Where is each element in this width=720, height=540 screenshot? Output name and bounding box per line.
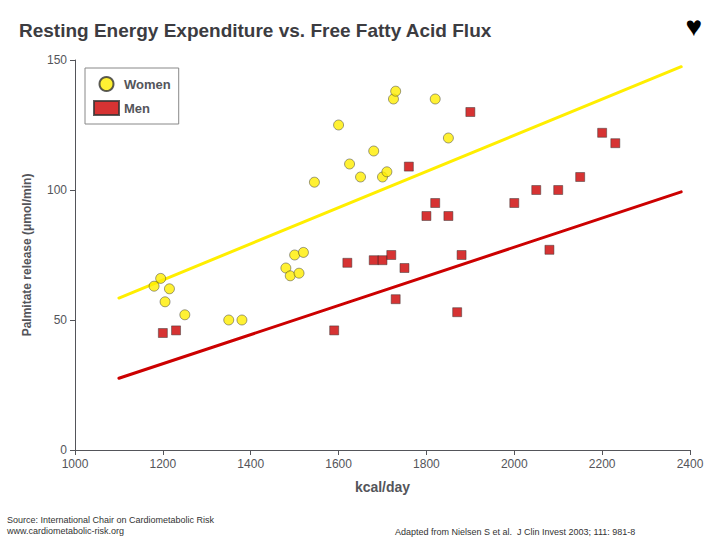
svg-text:Source: International Chair on: Source: International Chair on Cardiomet… [7, 515, 215, 525]
svg-text:1800: 1800 [413, 457, 440, 471]
svg-text:www.cardiometabolic-risk.org: www.cardiometabolic-risk.org [6, 526, 124, 536]
svg-text:Men: Men [124, 101, 150, 116]
svg-text:Adapted from Nielsen S et al.: Adapted from Nielsen S et al. J Clin Inv… [395, 527, 635, 537]
svg-text:2400: 2400 [677, 457, 704, 471]
svg-text:Palmitate release (μmol/min): Palmitate release (μmol/min) [20, 174, 34, 337]
svg-text:0: 0 [60, 443, 67, 457]
svg-text:100: 100 [47, 183, 67, 197]
svg-text:50: 50 [54, 313, 68, 327]
svg-text:1000: 1000 [62, 457, 89, 471]
svg-text:1200: 1200 [150, 457, 177, 471]
svg-text:2200: 2200 [589, 457, 616, 471]
svg-text:1400: 1400 [237, 457, 264, 471]
svg-text:kcal/day: kcal/day [355, 479, 410, 495]
svg-text:2000: 2000 [501, 457, 528, 471]
svg-text:♥: ♥ [685, 11, 702, 42]
svg-text:1600: 1600 [325, 457, 352, 471]
svg-text:Resting Energy Expenditure vs.: Resting Energy Expenditure vs. Free Fatt… [19, 20, 492, 41]
svg-text:150: 150 [47, 53, 67, 67]
svg-text:Women: Women [124, 77, 171, 92]
